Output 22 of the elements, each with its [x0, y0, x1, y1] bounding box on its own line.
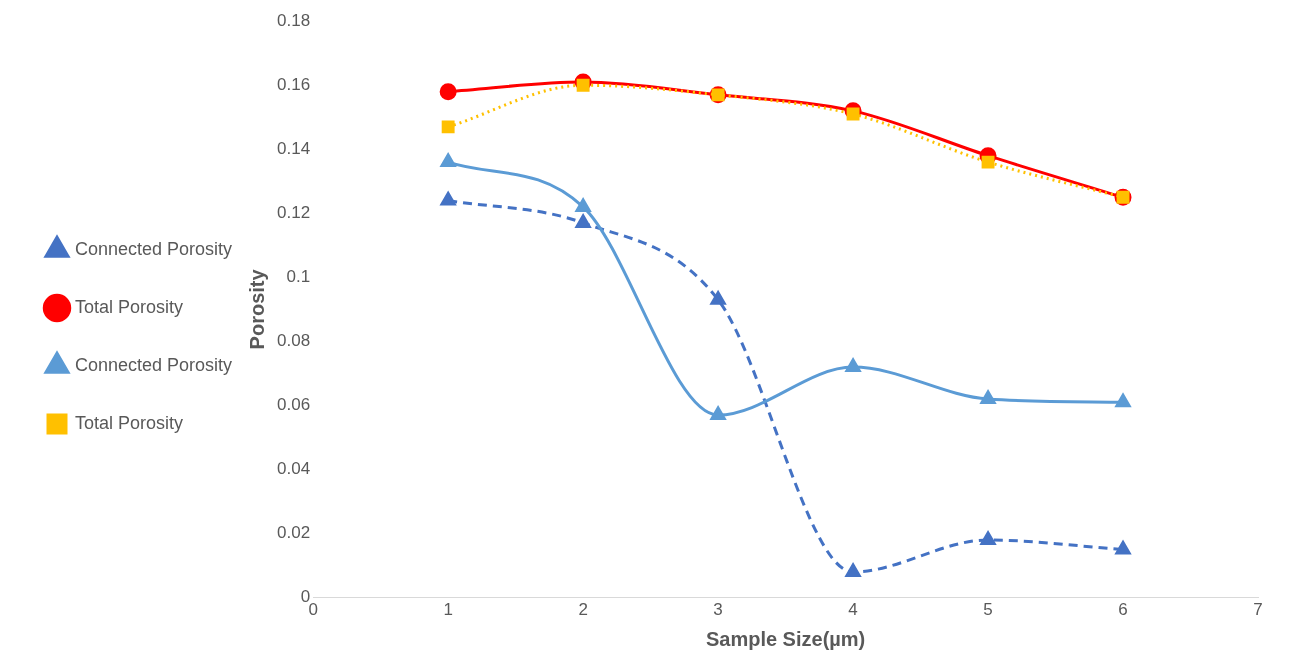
legend-label: Connected Porosity	[75, 354, 233, 375]
legend-label: Total Porosity	[75, 412, 184, 433]
y-tick-label: 0.04	[277, 459, 311, 479]
y-axis-title: Porosity	[245, 268, 268, 350]
legend-label: Connected Porosity	[75, 238, 233, 259]
x-tick-label: 2	[578, 600, 588, 620]
x-tick-label: 1	[443, 600, 453, 620]
y-tick-label: 0.18	[277, 10, 311, 30]
y-tick-label: 0.08	[277, 331, 311, 351]
y-tick-label: 0.12	[277, 203, 311, 223]
legend-label: Total Porosity	[75, 296, 184, 317]
y-tick-label: 0.16	[277, 74, 311, 94]
x-tick-label: 5	[983, 600, 993, 620]
x-tick-label: 4	[848, 600, 858, 620]
x-tick-label: 6	[1118, 600, 1128, 620]
y-tick-label: 0.1	[286, 267, 311, 287]
y-tick-label: 0.02	[277, 523, 311, 543]
y-tick-label: 0.06	[277, 395, 311, 415]
x-tick-label: 7	[1253, 600, 1263, 620]
x-tick-label: 3	[713, 600, 723, 620]
x-axis-title: Sample Size(µm)	[705, 627, 866, 650]
y-tick-label: 0.14	[277, 138, 311, 158]
